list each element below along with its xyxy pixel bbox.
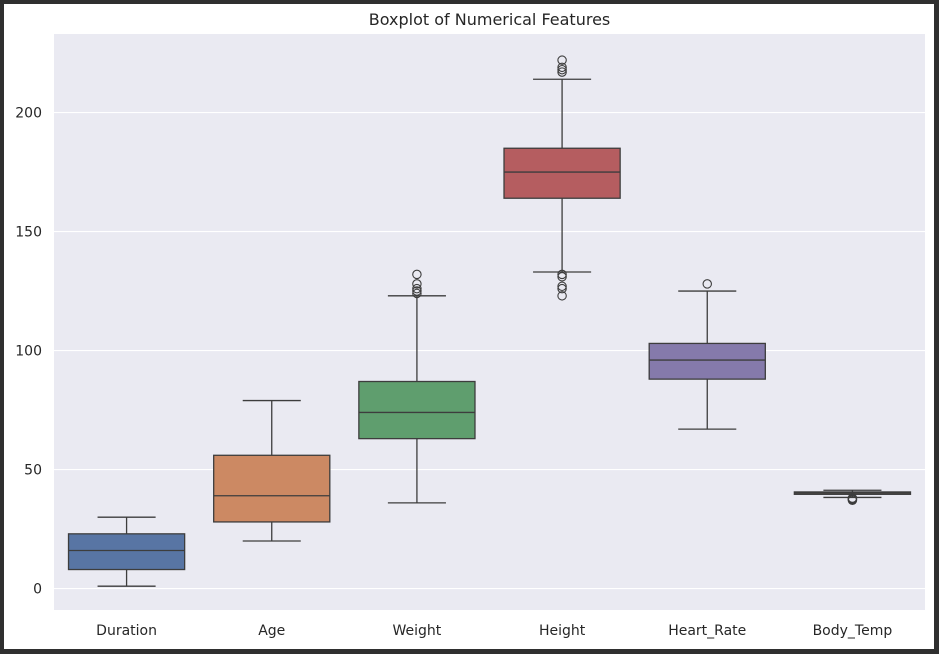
iqr-box — [503, 147, 621, 199]
chart-title: Boxplot of Numerical Features — [369, 10, 611, 29]
box-age — [213, 399, 331, 542]
outlier-point — [412, 269, 422, 280]
plot-area — [54, 34, 925, 610]
y-tick-label: 150 — [15, 225, 42, 241]
outlier-point — [412, 279, 422, 289]
box-height — [503, 55, 621, 301]
box-weight — [358, 269, 476, 504]
x-tick-label: Body_Temp — [813, 623, 893, 639]
outlier-point — [557, 67, 567, 77]
outlier-point — [557, 272, 567, 282]
outlier-point — [557, 291, 567, 301]
boxplot-chart: Boxplot of Numerical Features 0 50 100 150 2… — [15, 10, 925, 639]
box-body-temp — [793, 489, 912, 506]
iqr-box — [67, 533, 186, 571]
iqr-box — [358, 380, 476, 440]
outlier-point — [847, 493, 858, 503]
outlier-point — [412, 288, 422, 299]
x-tick-label: Height — [539, 623, 586, 639]
y-tick-label: 50 — [24, 463, 42, 479]
outlier-point — [557, 269, 567, 280]
outlier-point — [557, 281, 567, 292]
x-tick-labels: Duration Age Weight Height Heart_Rate Body_Te… — [96, 623, 892, 639]
outlier-point — [412, 286, 422, 296]
iqr-box — [648, 342, 766, 380]
outlier-point — [702, 279, 712, 289]
y-tick-label: 200 — [15, 106, 42, 122]
iqr-box — [213, 454, 331, 523]
outlier-point — [557, 62, 567, 73]
grid-lines — [54, 111, 925, 590]
x-tick-label: Duration — [96, 623, 157, 639]
y-tick-label: 0 — [33, 582, 42, 598]
box-heart-rate — [648, 279, 766, 430]
boxes — [67, 55, 912, 587]
box-duration — [67, 516, 186, 587]
x-tick-label: Heart_Rate — [668, 623, 746, 639]
x-tick-label: Age — [258, 623, 285, 639]
y-tick-labels: 0 50 100 150 200 — [15, 106, 42, 598]
chart-frame: Boxplot of Numerical Features 0 50 100 150 2… — [4, 4, 934, 649]
outlier-point — [412, 283, 422, 294]
x-tick-label: Weight — [393, 623, 442, 639]
outlier-point — [557, 55, 567, 65]
outlier-point — [557, 283, 567, 294]
y-tick-label: 100 — [15, 344, 42, 360]
outlier-point — [557, 64, 567, 75]
